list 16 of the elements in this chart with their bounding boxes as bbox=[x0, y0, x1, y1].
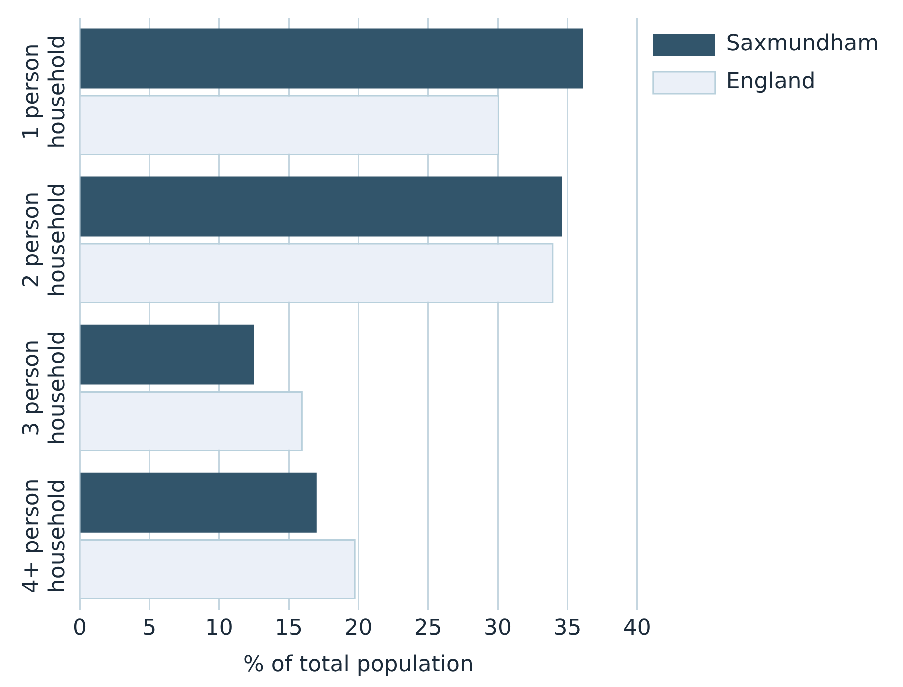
x-tick-label: 40 bbox=[623, 616, 652, 642]
legend-label: Saxmundham bbox=[726, 32, 880, 57]
x-axis-title: % of total population bbox=[243, 652, 474, 678]
y-tick-label: 1 person household bbox=[20, 35, 71, 149]
x-tick-label: 35 bbox=[554, 616, 582, 642]
y-tick-label: 3 person household bbox=[20, 331, 71, 446]
x-tick-label: 25 bbox=[414, 616, 442, 642]
legend-label: England bbox=[726, 70, 816, 95]
x-tick-label: 30 bbox=[484, 616, 512, 642]
x-tick-label: 10 bbox=[205, 616, 234, 642]
x-tick-label: 0 bbox=[73, 616, 87, 642]
x-tick-label: 15 bbox=[275, 616, 304, 642]
y-tick-label: 2 person household bbox=[20, 183, 71, 297]
x-tick-label: 20 bbox=[344, 616, 373, 642]
y-tick-label: 4+ person household bbox=[20, 478, 71, 594]
x-tick-label: 5 bbox=[142, 616, 157, 642]
